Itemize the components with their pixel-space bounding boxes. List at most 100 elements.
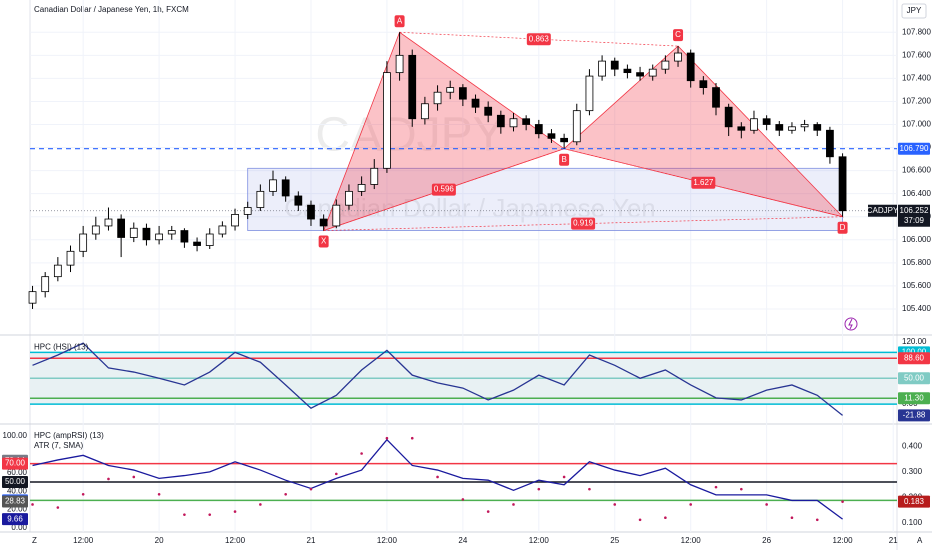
candle-body xyxy=(319,218,328,227)
candle-body xyxy=(522,118,531,125)
x-tick-label: 12:00 xyxy=(377,536,398,545)
candle-body xyxy=(79,233,88,252)
candle-body xyxy=(534,124,543,135)
atr-dot xyxy=(259,503,262,506)
candle-body xyxy=(800,124,809,128)
symbol-box xyxy=(868,204,897,217)
y-tick-label: 60.00 xyxy=(7,468,28,477)
y-tick-label: 120.00 xyxy=(902,337,927,346)
value-marker xyxy=(898,372,930,385)
candle-body xyxy=(408,54,417,120)
x-tick-label: 12:00 xyxy=(681,536,702,545)
ratio-label: 0.863 xyxy=(529,34,550,43)
alert-icon[interactable] xyxy=(844,317,858,331)
alert-icon-bolt xyxy=(848,318,853,330)
value-marker xyxy=(898,352,930,365)
candle-body xyxy=(66,250,75,266)
x-tick-label: 12:00 xyxy=(529,536,550,545)
ratio-box xyxy=(526,33,551,46)
atr-dot xyxy=(613,503,617,506)
currency-label: JPY xyxy=(907,6,922,15)
ratio-box xyxy=(431,183,456,196)
atr-dot xyxy=(107,477,110,481)
x-tick-label: 12:00 xyxy=(225,536,246,545)
candle-body xyxy=(117,218,126,238)
atr-dot xyxy=(157,492,161,496)
candle-body xyxy=(28,291,37,304)
atr-dot xyxy=(334,472,338,476)
candle-body xyxy=(458,87,467,100)
candle-body xyxy=(231,214,239,227)
y-tick-label: 100.00 xyxy=(3,431,28,440)
symbol-label: CADJPY xyxy=(867,206,899,215)
countdown-label: 37:09 xyxy=(904,216,925,225)
y-tick-label: 40.00 xyxy=(7,486,28,495)
atr-dot xyxy=(208,513,212,516)
x-tick-label: 12:00 xyxy=(73,536,94,545)
indicator-name: HPC (ampRSI) (13) xyxy=(34,431,104,440)
pattern-point-label: A xyxy=(397,16,403,25)
y-tick-label: 106.600 xyxy=(902,166,931,175)
atr-dot xyxy=(638,518,642,522)
x-tick-label: 26 xyxy=(762,536,771,545)
atr-dot xyxy=(360,452,363,455)
value-marker xyxy=(2,495,28,508)
value-marker xyxy=(898,409,930,422)
y-tick-label: 107.600 xyxy=(902,50,931,59)
candle-body xyxy=(471,98,480,108)
candle-body xyxy=(167,230,176,235)
y2-tick-label: 0.300 xyxy=(902,467,923,476)
timezone-button[interactable]: Z xyxy=(32,536,37,545)
candle-body xyxy=(421,103,429,120)
atr-dot xyxy=(31,503,34,506)
y-tick-label: 20.00 xyxy=(7,505,28,514)
candle-body xyxy=(433,91,442,105)
atr-dot xyxy=(436,475,439,479)
candle-body xyxy=(699,80,708,89)
atr-dot xyxy=(284,492,287,496)
pattern-point xyxy=(318,235,329,248)
candle-body xyxy=(712,87,720,108)
pattern-point xyxy=(559,153,570,166)
chart-title: Canadian Dollar / Japanese Yen, 1h, FXCM xyxy=(34,5,189,14)
atr-dot xyxy=(714,485,718,489)
candle-body xyxy=(104,218,113,227)
atr-dot xyxy=(183,513,186,516)
pattern-point xyxy=(673,29,684,42)
pattern-point-label: D xyxy=(840,223,846,232)
atr-dot xyxy=(841,500,844,503)
candle-body xyxy=(674,52,682,62)
candle-body xyxy=(813,124,822,131)
currency-button[interactable] xyxy=(901,3,927,19)
y-tick-label: 107.400 xyxy=(902,73,931,82)
pattern-point xyxy=(837,221,848,234)
ratio-label: 1.627 xyxy=(693,178,714,187)
indicator-name: ATR (7, SMA) xyxy=(34,441,84,450)
pattern-point-label: X xyxy=(321,237,327,246)
value-marker-label: 11.30 xyxy=(904,393,924,402)
candle-body xyxy=(623,68,632,74)
candle-body xyxy=(686,52,695,82)
candle-body xyxy=(826,129,834,158)
x-tick-label: 21 xyxy=(889,536,898,545)
autoscale-button[interactable]: A xyxy=(917,536,923,545)
candle-body xyxy=(636,72,644,77)
atr-dot xyxy=(486,510,490,513)
value-marker-label: 0.183 xyxy=(904,497,925,506)
pattern-leg xyxy=(323,216,843,231)
indicator-line xyxy=(32,438,843,520)
candle-body xyxy=(53,264,62,278)
value-marker-label: 100.00 xyxy=(902,348,927,357)
atr-dot xyxy=(765,503,768,506)
candle-body xyxy=(509,118,518,128)
ratio-label: 0.919 xyxy=(573,219,594,228)
atr-dot xyxy=(588,487,591,491)
candle-body xyxy=(661,60,670,70)
candle-body xyxy=(484,106,493,116)
candle-body xyxy=(218,225,227,235)
candle-body xyxy=(547,133,556,139)
x-tick-label: 25 xyxy=(610,536,619,545)
y-tick-label: 106.000 xyxy=(902,235,931,244)
x-tick-label: 24 xyxy=(458,536,467,545)
candle-body xyxy=(91,225,100,235)
